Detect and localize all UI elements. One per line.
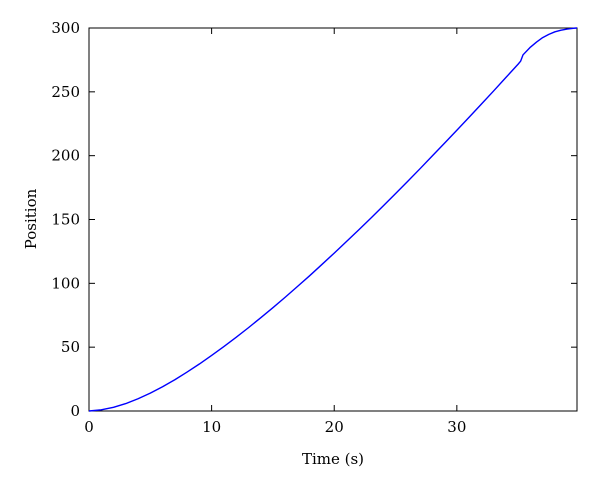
y-tick-label-50: 50 bbox=[61, 338, 80, 356]
y-tick-label-100: 100 bbox=[51, 274, 80, 292]
y-tick-label-150: 150 bbox=[51, 211, 80, 229]
y-tick-label-300: 300 bbox=[51, 19, 80, 37]
x-tick-label-20: 20 bbox=[325, 418, 344, 436]
plot-frame bbox=[88, 27, 578, 412]
x-tick-label-10: 10 bbox=[202, 418, 221, 436]
y-tick-label-200: 200 bbox=[51, 147, 80, 165]
y-tick-label-250: 250 bbox=[51, 83, 80, 101]
series-line-0 bbox=[88, 27, 578, 412]
x-tick-label-0: 0 bbox=[84, 418, 94, 436]
x-tick-label-30: 30 bbox=[447, 418, 466, 436]
x-axis-label: Time (s) bbox=[302, 450, 364, 468]
y-tick-label-0: 0 bbox=[70, 402, 80, 420]
y-axis-label: Position bbox=[22, 188, 40, 249]
